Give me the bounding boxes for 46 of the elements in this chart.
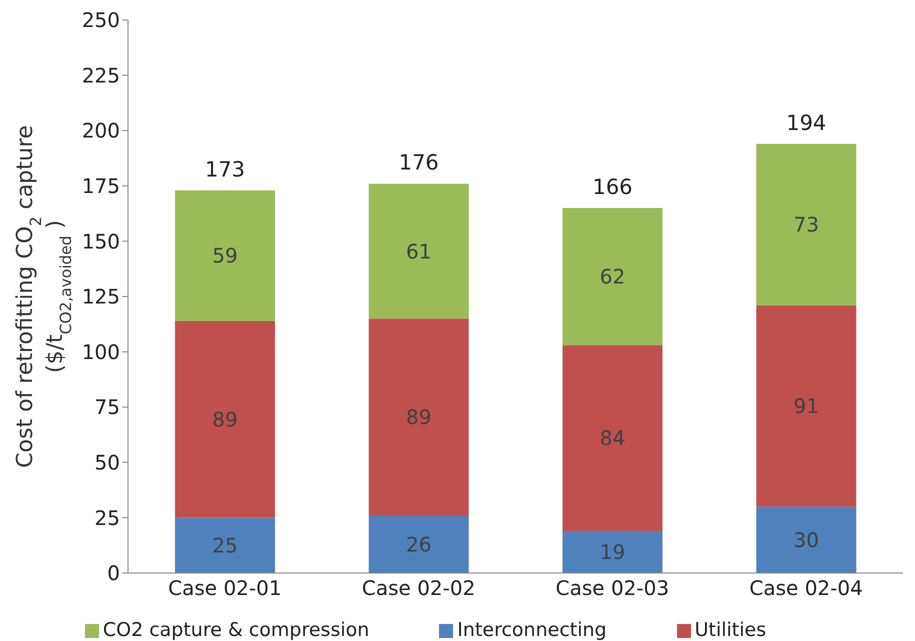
bar [562,530,662,573]
bar [175,518,275,573]
x-tick-label: Case 02-04 [749,576,863,600]
y-tick-label: 125 [82,284,120,309]
data-label: 59 [212,244,238,268]
y-tick-label: 100 [82,340,120,364]
total-label: 166 [592,175,633,200]
y-tick-label: 50 [94,450,120,474]
legend-label: CO2 capture & compression [102,619,370,641]
bar [368,515,469,573]
y-tick-label: 150 [82,229,120,254]
x-tick-label: Case 02-02 [362,576,476,600]
y-tick-label: 200 [82,118,120,143]
bar [175,320,275,518]
y-tick-label: 0 [107,561,120,586]
legend-label: Utilities [694,619,766,641]
data-label: 91 [794,394,819,418]
bar [368,318,469,516]
data-label: 62 [600,264,626,289]
bar [562,345,662,531]
bar [756,305,856,507]
data-label: 19 [600,540,626,564]
bar [756,144,856,306]
total-label: 176 [398,150,439,175]
data-label: 84 [600,426,626,450]
bar [175,190,275,321]
data-label: 89 [212,407,238,432]
y-tick-label: 225 [82,63,120,88]
y-tick-label: 25 [94,506,120,530]
total-label: 194 [786,110,826,135]
data-label: 61 [406,239,432,264]
data-label: 30 [794,528,819,552]
data-label: 89 [406,405,432,430]
y-tick-label: 75 [94,395,120,420]
data-label: 26 [406,532,432,556]
bar [562,208,662,346]
y-tick-label: 175 [82,174,120,198]
legend-label: Interconnecting [457,619,607,641]
x-tick-label: Case 02-03 [556,576,670,600]
bar [756,506,856,573]
data-label: 25 [212,533,238,558]
bar [368,184,469,319]
data-label: 73 [794,212,819,237]
x-tick-label: Case 02-01 [168,576,282,600]
y-tick-label: 250 [82,8,120,32]
total-label: 173 [204,157,246,182]
